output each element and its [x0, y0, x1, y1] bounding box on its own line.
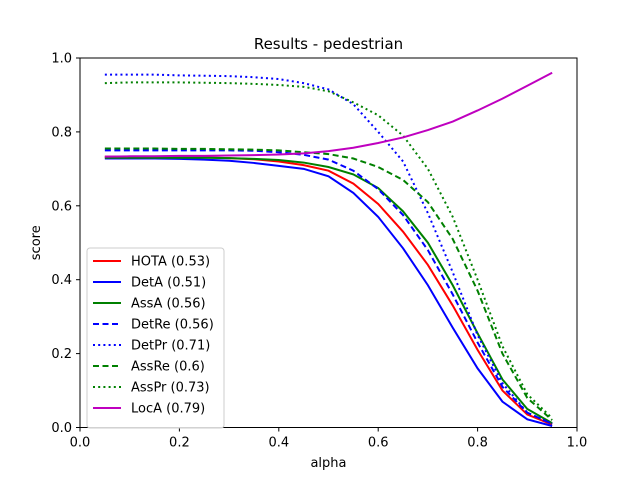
legend-label: DetPr (0.71) — [131, 339, 210, 354]
y-tick-label: 1.0 — [51, 52, 72, 67]
legend-label: AssPr (0.73) — [131, 381, 210, 396]
series-line-2 — [104, 156, 553, 424]
x-tick-label: 1.0 — [567, 436, 588, 451]
y-tick-label: 0.6 — [51, 199, 72, 214]
x-tick-label: 0.8 — [467, 436, 488, 451]
legend: HOTA (0.53) DetA (0.51) AssA (0.56) DetRe (… — [86, 247, 225, 429]
series-line-7 — [104, 71, 553, 158]
series-line-4 — [104, 73, 553, 425]
legend-label: DetRe (0.56) — [131, 318, 214, 333]
legend-label: DetA (0.51) — [131, 276, 206, 291]
legend-label: AssRe (0.6) — [131, 360, 205, 375]
series-line-6 — [104, 81, 553, 419]
plot-frame — [79, 57, 578, 428]
legend-box — [86, 247, 225, 429]
x-tick-label: 0.2 — [169, 436, 190, 451]
x-tick-label: 0.4 — [268, 436, 289, 451]
x-tick-label: 0.6 — [368, 436, 389, 451]
legend-label: HOTA (0.53) — [131, 255, 210, 270]
x-axis: 0.0 0.2 0.4 0.6 0.8 1.0 — [70, 427, 588, 451]
plot-lines — [104, 71, 553, 427]
y-tick-label: 0.8 — [51, 125, 72, 140]
chart-title: Results - pedestrian — [254, 35, 403, 53]
x-tick-label: 0.0 — [70, 436, 91, 451]
series-line-5 — [104, 147, 553, 421]
y-axis-label: score — [29, 225, 44, 260]
y-tick-label: 0.0 — [51, 421, 72, 436]
legend-label: LocA (0.79) — [131, 402, 205, 417]
series-line-1 — [104, 157, 553, 427]
legend-label: AssA (0.56) — [131, 297, 206, 312]
y-axis: 0.0 0.2 0.4 0.6 0.8 1.0 — [51, 52, 80, 436]
y-tick-label: 0.2 — [51, 347, 72, 362]
x-axis-label: alpha — [310, 456, 346, 471]
y-tick-label: 0.4 — [51, 273, 72, 288]
series-line-3 — [104, 149, 553, 425]
